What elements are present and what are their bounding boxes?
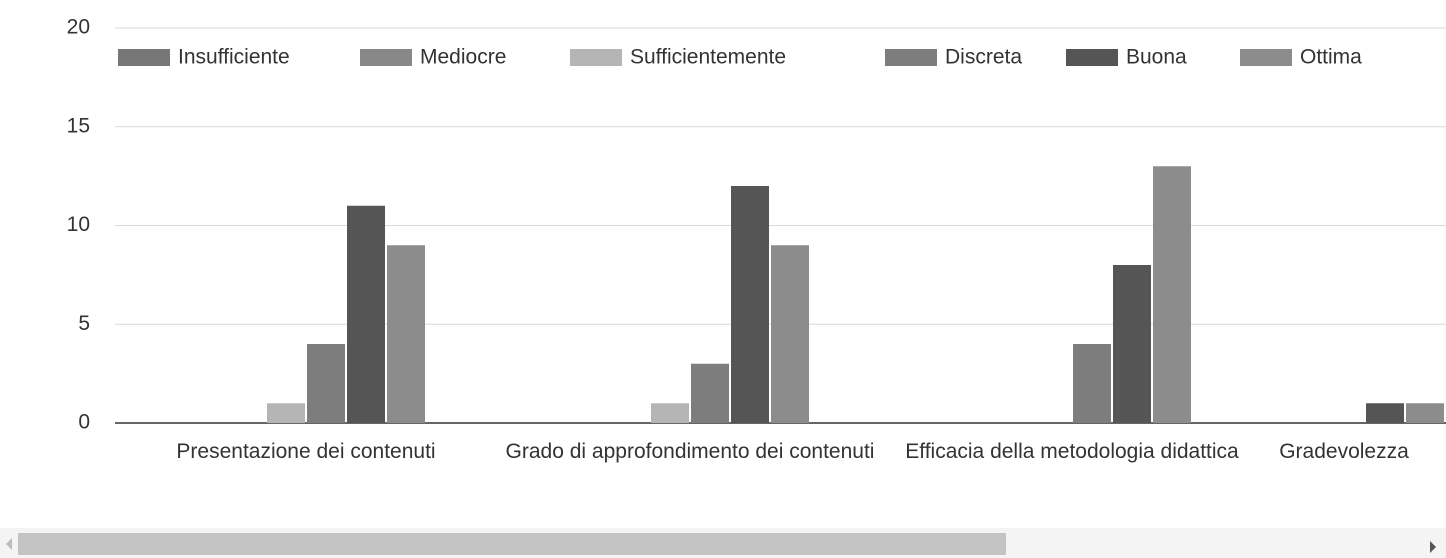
bar (1366, 403, 1404, 423)
x-tick-label: Efficacia della metodologia didattica (905, 440, 1239, 463)
bar (771, 245, 809, 423)
scroll-right-arrow[interactable] (1430, 541, 1436, 553)
y-tick-label: 0 (78, 411, 90, 434)
legend-label: Buona (1126, 46, 1187, 69)
y-tick-label: 20 (67, 16, 90, 39)
bar (651, 403, 689, 423)
bar (347, 205, 385, 423)
x-tick-label: Presentazione dei contenuti (176, 440, 436, 463)
scroll-left-arrow[interactable] (6, 538, 12, 550)
x-tick-label: Gradevolezza (1279, 440, 1409, 463)
legend-swatch (1066, 49, 1118, 66)
x-tick-label: Grado di approfondimento dei contenuti (505, 440, 875, 463)
legend-swatch (118, 49, 170, 66)
legend-swatch (360, 49, 412, 66)
legend-swatch (1240, 49, 1292, 66)
bar (1073, 344, 1111, 423)
bar (307, 344, 345, 423)
legend-label: Ottima (1300, 46, 1362, 69)
y-tick-label: 15 (67, 114, 90, 137)
scrollbar-thumb[interactable] (18, 533, 1006, 555)
legend-label: Insufficiente (178, 46, 290, 69)
legend-label: Mediocre (420, 46, 506, 69)
legend-label: Discreta (945, 46, 1022, 69)
bar (1153, 166, 1191, 423)
y-tick-label: 5 (78, 312, 90, 335)
bar (691, 363, 729, 423)
legend-swatch (885, 49, 937, 66)
bar (1113, 265, 1151, 423)
legend-swatch (570, 49, 622, 66)
bar (731, 186, 769, 423)
bar (267, 403, 305, 423)
bar (1406, 403, 1444, 423)
bar (387, 245, 425, 423)
legend-label: Sufficientemente (630, 46, 786, 69)
y-tick-label: 10 (67, 213, 90, 236)
